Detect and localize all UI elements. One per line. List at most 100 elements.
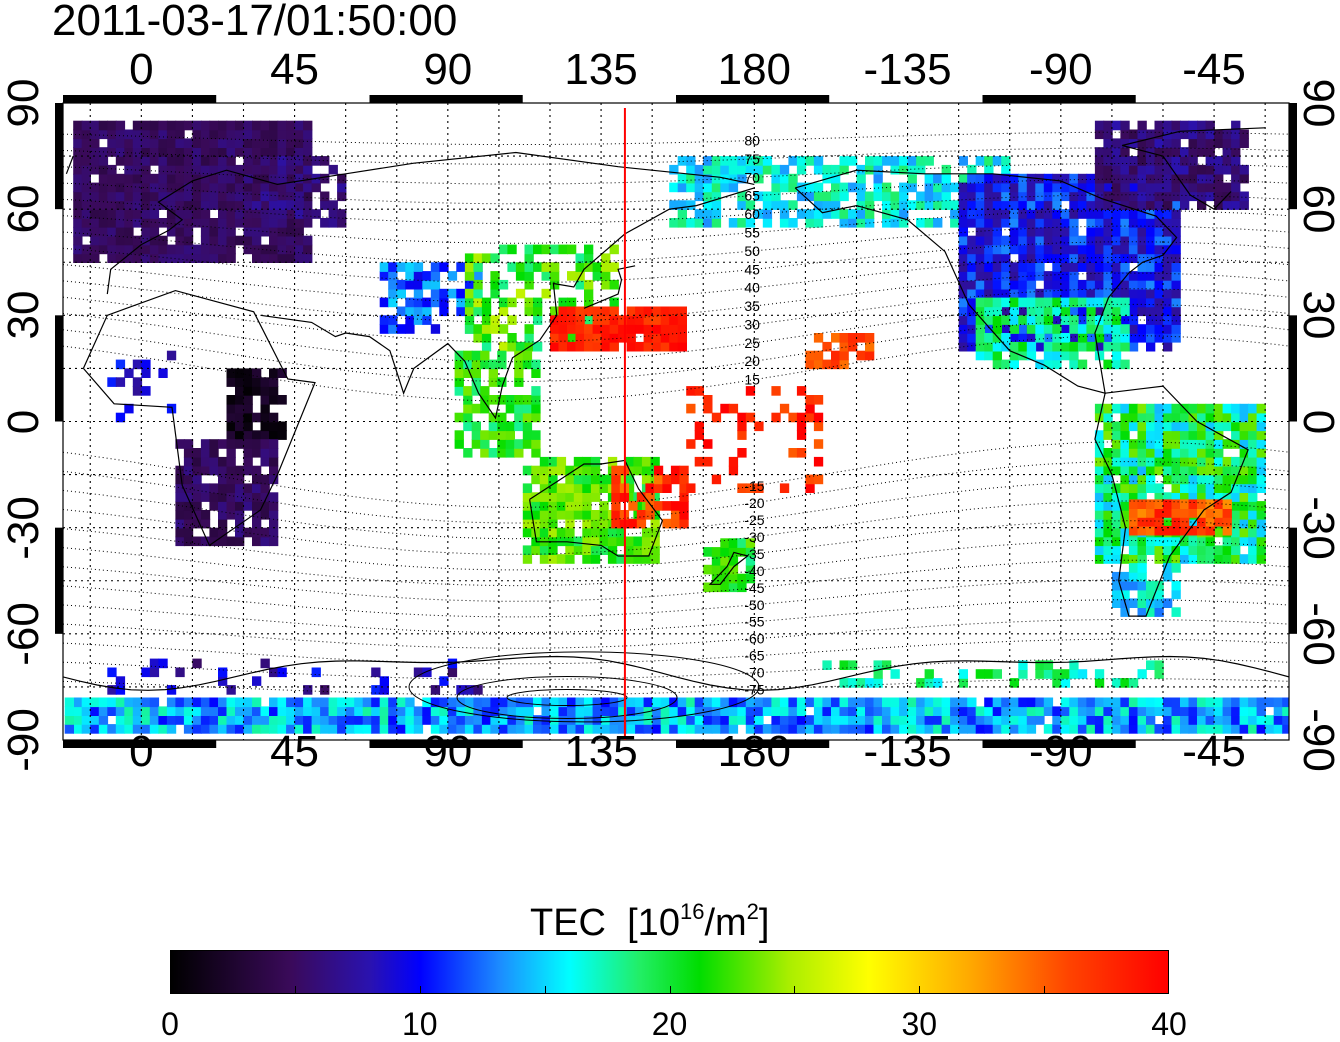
tec-cell — [183, 715, 194, 725]
tec-cell — [584, 341, 594, 352]
tec-cell — [618, 724, 628, 734]
tec-cell — [115, 359, 126, 370]
tec-cell — [90, 715, 100, 725]
colorbar-tick — [919, 986, 921, 994]
tec-cell — [192, 706, 202, 716]
tec-cell — [286, 715, 296, 725]
contour-line — [63, 619, 1289, 649]
tec-cell — [703, 191, 713, 202]
tec-cell — [209, 200, 219, 210]
tec-cell — [183, 209, 194, 219]
tec-cell — [81, 173, 91, 184]
tec-cell — [1018, 350, 1028, 361]
tec-cell — [650, 510, 660, 520]
tec-cell — [592, 333, 602, 343]
tec-cell — [243, 706, 253, 716]
tec-cell — [550, 706, 560, 716]
tec-cell — [73, 209, 83, 219]
y-tick-label-left: -60 — [0, 602, 48, 666]
tec-cell — [1239, 173, 1249, 184]
tec-cell — [252, 501, 262, 511]
tec-cell — [260, 456, 270, 467]
tec-cell — [565, 492, 575, 502]
tec-cell — [175, 474, 185, 485]
tec-cell — [81, 218, 91, 228]
tec-cell — [90, 697, 100, 708]
y-tick-label-right: -60 — [1294, 602, 1340, 666]
tec-cell — [1256, 554, 1266, 564]
tec-cell — [73, 244, 83, 255]
tec-cell — [303, 253, 313, 263]
tec-cell — [601, 333, 611, 343]
tec-cell — [933, 678, 943, 688]
tec-cell — [592, 715, 602, 725]
tec-cell — [592, 724, 602, 734]
tec-cell — [1043, 724, 1054, 734]
tec-cell — [813, 715, 824, 725]
tec-cell — [899, 706, 909, 716]
tec-cell — [558, 324, 568, 334]
tec-cell — [1069, 724, 1079, 734]
tec-cell — [514, 448, 524, 458]
tec-cell — [200, 226, 211, 237]
tec-cell — [1103, 492, 1113, 502]
tec-cell — [1154, 262, 1164, 272]
tec-cell — [294, 244, 304, 255]
x-tick-label-top: -45 — [1182, 45, 1246, 94]
tec-cell — [1171, 483, 1181, 493]
tec-cell — [573, 536, 584, 547]
tec-cell — [703, 200, 713, 210]
tec-cell — [1026, 200, 1037, 210]
tec-cell — [480, 448, 490, 458]
tec-cell — [992, 333, 1002, 343]
tec-cell — [984, 244, 994, 255]
tec-cell — [218, 235, 228, 246]
map-frame — [55, 95, 1297, 748]
tec-cell — [422, 715, 432, 725]
tec-cell — [1214, 492, 1224, 502]
tec-cell — [166, 685, 177, 695]
tec-cell — [1137, 439, 1147, 449]
tec-cell — [507, 244, 517, 255]
tec-cell — [703, 582, 713, 593]
tec-cell — [226, 412, 236, 423]
tec-cell — [1060, 288, 1071, 299]
tec-cell — [1146, 262, 1156, 272]
tec-cell — [1154, 297, 1164, 308]
tec-cell — [711, 547, 722, 557]
tec-cell — [975, 288, 985, 299]
frame-bar-bottom — [63, 740, 217, 748]
tec-cell — [1248, 483, 1258, 493]
tec-cell — [209, 235, 219, 246]
tec-cell — [1154, 279, 1164, 290]
tec-cell — [1197, 421, 1207, 432]
tec-cell — [1069, 333, 1079, 343]
tec-cell — [1043, 306, 1054, 317]
x-tick-label-top: 0 — [129, 45, 154, 94]
tec-cell — [924, 724, 934, 734]
tec-cell — [252, 164, 262, 175]
tec-cell — [1214, 448, 1224, 458]
tec-cell — [226, 129, 236, 140]
tec-cell — [463, 448, 473, 458]
tec-cell — [1052, 235, 1062, 246]
tec-cell — [158, 129, 168, 140]
tec-cell — [611, 492, 621, 502]
tec-cell — [1214, 483, 1224, 493]
tec-cell — [303, 235, 313, 246]
tec-cell — [548, 474, 558, 485]
tec-cell — [260, 138, 270, 148]
tec-cell — [1128, 164, 1139, 175]
tec-cell — [899, 715, 909, 725]
tec-cell — [609, 306, 619, 317]
tec-cell — [124, 209, 134, 219]
tec-cell — [337, 697, 347, 708]
y-tick-label-right: 90 — [1294, 78, 1340, 128]
tec-cell — [141, 706, 151, 716]
tec-cell — [1146, 279, 1156, 290]
tec-cell — [1111, 324, 1122, 334]
y-tick-label-right: -30 — [1294, 495, 1340, 560]
tec-cell — [337, 706, 347, 716]
tec-cell — [81, 715, 91, 725]
tec-cell — [522, 359, 533, 370]
